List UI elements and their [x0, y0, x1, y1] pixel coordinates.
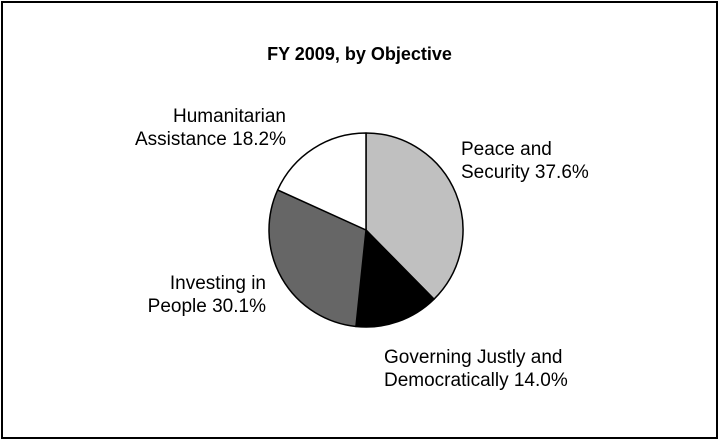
slice-label-line: Security 37.6% — [461, 162, 589, 183]
pie-slice-governing-justly-and-democratically — [355, 229, 435, 328]
slice-label-line: Humanitarian — [173, 106, 286, 127]
slice-label-peace-and-security: Peace and Security 37.6% — [461, 138, 589, 184]
slice-label-investing-in-people: Investing in People 30.1% — [148, 272, 266, 318]
pie-slice-humanitarian-assistance — [276, 132, 367, 231]
pie-slice-peace-and-security — [365, 132, 464, 300]
slice-label-humanitarian-assistance: Humanitarian Assistance 18.2% — [135, 105, 286, 151]
slice-label-governing-justly: Governing Justly and Democratically 14.0… — [384, 346, 568, 392]
slice-label-line: People 30.1% — [147, 296, 266, 317]
pie-slice-investing-in-people — [268, 189, 367, 328]
slice-label-line: Democratically 14.0% — [384, 370, 568, 391]
chart-title: FY 2009, by Objective — [267, 44, 452, 64]
slice-label-line: Assistance 18.2% — [134, 129, 286, 150]
slice-label-line: Governing Justly and — [384, 347, 563, 368]
slice-label-line: Peace and — [461, 139, 552, 160]
slice-label-line: Investing in — [169, 273, 266, 294]
